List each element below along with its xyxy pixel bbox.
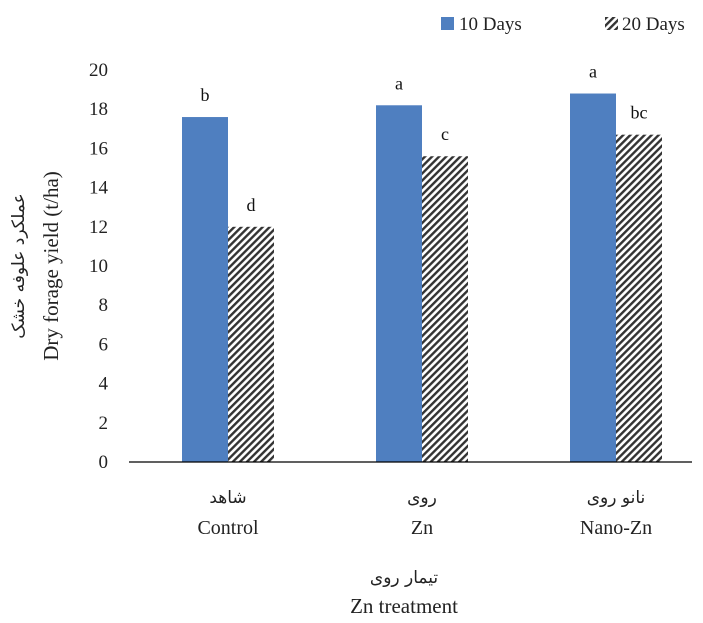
y-tick-label: 4 <box>99 374 109 395</box>
bar-20-days-0 <box>228 226 274 462</box>
legend-swatch-20-days <box>605 17 618 30</box>
bar-20-days-1 <box>422 156 468 463</box>
significance-letter: d <box>247 195 256 215</box>
bars <box>182 93 662 463</box>
significance-letter: c <box>441 124 449 144</box>
y-tick-label: 8 <box>99 295 109 316</box>
category-label-en: Zn <box>411 517 433 539</box>
y-tick-label: 16 <box>89 138 108 159</box>
y-tick-label: 12 <box>89 217 108 238</box>
y-tick-label: 10 <box>89 256 108 277</box>
legend-label-20-days: 20 Days <box>622 14 685 35</box>
bar-10-days-0 <box>182 117 228 462</box>
significance-letters: b a a d c bc <box>201 62 648 215</box>
x-axis-title-fa: تیمار روی <box>370 568 438 588</box>
y-tick-label: 6 <box>99 334 109 355</box>
legend-swatch-10-days <box>441 17 454 30</box>
x-axis-categories: شاهد Control روی Zn نانو روی Nano-Zn <box>197 488 652 539</box>
y-axis-ticks: 0 2 4 6 8 10 12 14 16 18 20 <box>89 60 109 473</box>
category-label-fa: نانو روی <box>587 488 646 508</box>
y-tick-label: 18 <box>89 99 108 120</box>
category-label-fa: شاهد <box>209 488 246 508</box>
bar-10-days-1 <box>376 105 422 462</box>
significance-letter: b <box>201 85 210 105</box>
y-axis-title-en: Dry forage yield (t/ha) <box>39 171 63 361</box>
legend-label-10-days: 10 Days <box>459 14 522 35</box>
y-tick-label: 20 <box>89 60 108 81</box>
x-axis-title-en: Zn treatment <box>350 594 458 618</box>
y-axis-title-fa: عملکرد علوفه خشک <box>9 193 29 338</box>
significance-letter: a <box>395 73 403 93</box>
category-label-fa: روی <box>407 488 437 508</box>
category-label-en: Control <box>197 517 259 539</box>
bar-10-days-2 <box>570 93 616 463</box>
y-tick-label: 14 <box>89 178 109 199</box>
category-label-en: Nano-Zn <box>580 517 652 539</box>
y-tick-label: 2 <box>99 413 109 434</box>
significance-letter: a <box>589 62 597 82</box>
y-tick-label: 0 <box>99 452 109 473</box>
significance-letter: bc <box>631 103 648 123</box>
legend: 10 Days 20 Days <box>441 14 685 35</box>
bar-20-days-2 <box>616 134 662 462</box>
